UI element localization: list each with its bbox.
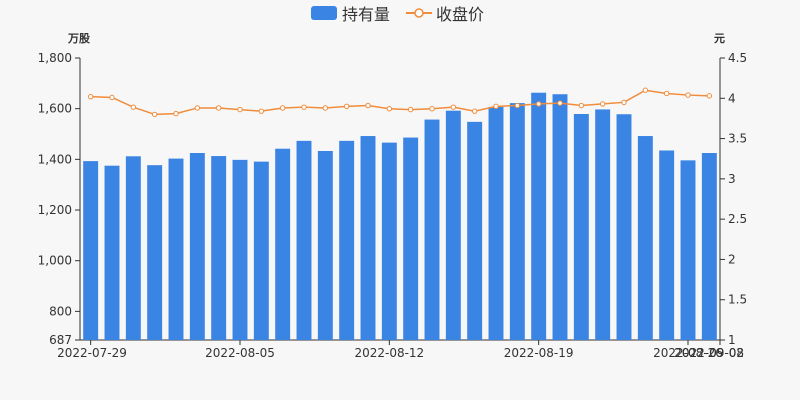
x-tick-label: 2022-08-05 <box>205 346 275 360</box>
bar-holding[interactable] <box>637 136 653 340</box>
legend-bar-swatch <box>311 6 337 20</box>
right-tick-label: 1 <box>728 333 736 347</box>
close-price-point[interactable] <box>365 102 371 109</box>
close-price-point[interactable] <box>301 104 307 110</box>
bar-holding[interactable] <box>467 121 483 340</box>
close-price-point[interactable] <box>215 105 222 111</box>
bar-holding[interactable] <box>296 140 312 340</box>
close-price-point[interactable] <box>279 105 286 111</box>
x-axis-ticks: 2022-07-29 2022-08-05 2022-08-12 2022-08-19… <box>57 340 744 360</box>
bar-holding[interactable] <box>125 156 141 340</box>
right-tick-label: 3.5 <box>728 132 747 146</box>
close-price-point[interactable] <box>407 106 414 113</box>
right-axis-ticks: 1 1.5 2 2.5 3 3.5 4 4.5 <box>720 51 747 347</box>
right-tick-label: 3 <box>728 172 736 186</box>
right-tick-label: 4.5 <box>728 51 747 65</box>
legend-line-label[interactable]: 收盘价 <box>436 5 484 24</box>
bar-holding[interactable] <box>680 160 696 340</box>
bar-holding[interactable] <box>147 165 163 340</box>
x-tick-label: 2022-09-08 <box>674 346 744 360</box>
close-price-point[interactable] <box>258 108 265 114</box>
bar-holding[interactable] <box>83 161 99 340</box>
bar-series <box>83 92 717 341</box>
left-tick-label: 1,200 <box>38 203 72 217</box>
left-tick-label: 1,400 <box>38 152 72 166</box>
bar-holding[interactable] <box>211 156 227 340</box>
left-tick-label: 687 <box>49 333 72 347</box>
close-price-point[interactable] <box>429 106 435 112</box>
bar-holding[interactable] <box>595 109 611 340</box>
x-tick-label: 2022-08-12 <box>354 346 424 360</box>
x-tick-label: 2022-07-29 <box>57 346 127 360</box>
left-tick-label: 1,800 <box>38 51 72 65</box>
close-price-point[interactable] <box>706 93 713 99</box>
close-price-point[interactable] <box>194 105 201 111</box>
bar-holding[interactable] <box>339 140 355 340</box>
bar-holding[interactable] <box>488 106 504 340</box>
bar-holding[interactable] <box>253 161 269 340</box>
bar-holding[interactable] <box>573 113 589 341</box>
right-axis-unit: 元 <box>714 32 725 45</box>
close-price-point[interactable] <box>557 100 563 106</box>
bar-holding[interactable] <box>381 142 397 340</box>
bar-holding[interactable] <box>168 158 184 340</box>
bar-holding[interactable] <box>552 94 568 340</box>
close-price-point[interactable] <box>450 104 457 110</box>
left-tick-label: 800 <box>49 304 72 318</box>
close-price-point[interactable] <box>514 102 521 109</box>
bar-holding[interactable] <box>275 148 291 340</box>
close-price-point[interactable] <box>87 93 94 100</box>
close-price-point[interactable] <box>130 104 137 110</box>
bar-holding[interactable] <box>509 103 525 340</box>
bar-holding[interactable] <box>104 165 120 340</box>
right-tick-label: 2 <box>728 252 736 266</box>
close-price-point[interactable] <box>578 102 585 109</box>
x-tick-label: 2022-08-26 <box>653 346 723 360</box>
left-axis-unit: 万股 <box>67 32 91 45</box>
bar-holding[interactable] <box>531 92 547 340</box>
close-price-point[interactable] <box>493 103 499 110</box>
close-price-point[interactable] <box>322 105 329 111</box>
right-tick-label: 2.5 <box>728 212 747 226</box>
bar-holding[interactable] <box>659 150 675 340</box>
close-price-point[interactable] <box>685 92 691 98</box>
left-axis-ticks: 687 800 1,000 1,200 1,400 1,600 1,800 <box>38 51 80 347</box>
bar-holding[interactable] <box>317 150 333 340</box>
bar-holding[interactable] <box>403 137 419 340</box>
close-price-point[interactable] <box>621 99 627 106</box>
close-price-point[interactable] <box>173 110 179 117</box>
close-price-point[interactable] <box>599 101 606 107</box>
legend[interactable]: 持有量 收盘价 <box>311 5 484 24</box>
bar-holding[interactable] <box>616 114 632 340</box>
x-tick-label: 2022-09-02 <box>674 346 744 360</box>
close-price-point[interactable] <box>151 111 158 118</box>
legend-bar-label[interactable]: 持有量 <box>342 5 390 24</box>
legend-line-marker <box>414 8 424 18</box>
left-tick-label: 1,600 <box>38 102 72 116</box>
bar-holding[interactable] <box>232 159 248 340</box>
bar-holding[interactable] <box>424 119 440 341</box>
close-price-point[interactable] <box>237 106 243 113</box>
bar-holding[interactable] <box>360 136 376 340</box>
line-series <box>87 87 713 118</box>
close-price-point[interactable] <box>386 106 393 112</box>
x-tick-label: 2022-08-19 <box>504 346 574 360</box>
bar-holding[interactable] <box>189 153 205 340</box>
bar-holding[interactable] <box>445 110 461 340</box>
close-price-point[interactable] <box>343 103 350 110</box>
close-price-point[interactable] <box>109 94 115 101</box>
bar-holding[interactable] <box>701 153 717 340</box>
left-tick-label: 1,000 <box>38 254 72 268</box>
close-price-point[interactable] <box>535 101 542 107</box>
close-price-point[interactable] <box>663 90 670 97</box>
close-price-line <box>90 89 710 116</box>
right-tick-label: 1.5 <box>728 293 747 307</box>
right-tick-label: 4 <box>728 91 736 105</box>
close-price-point[interactable] <box>471 108 478 114</box>
close-price-point[interactable] <box>642 87 649 93</box>
